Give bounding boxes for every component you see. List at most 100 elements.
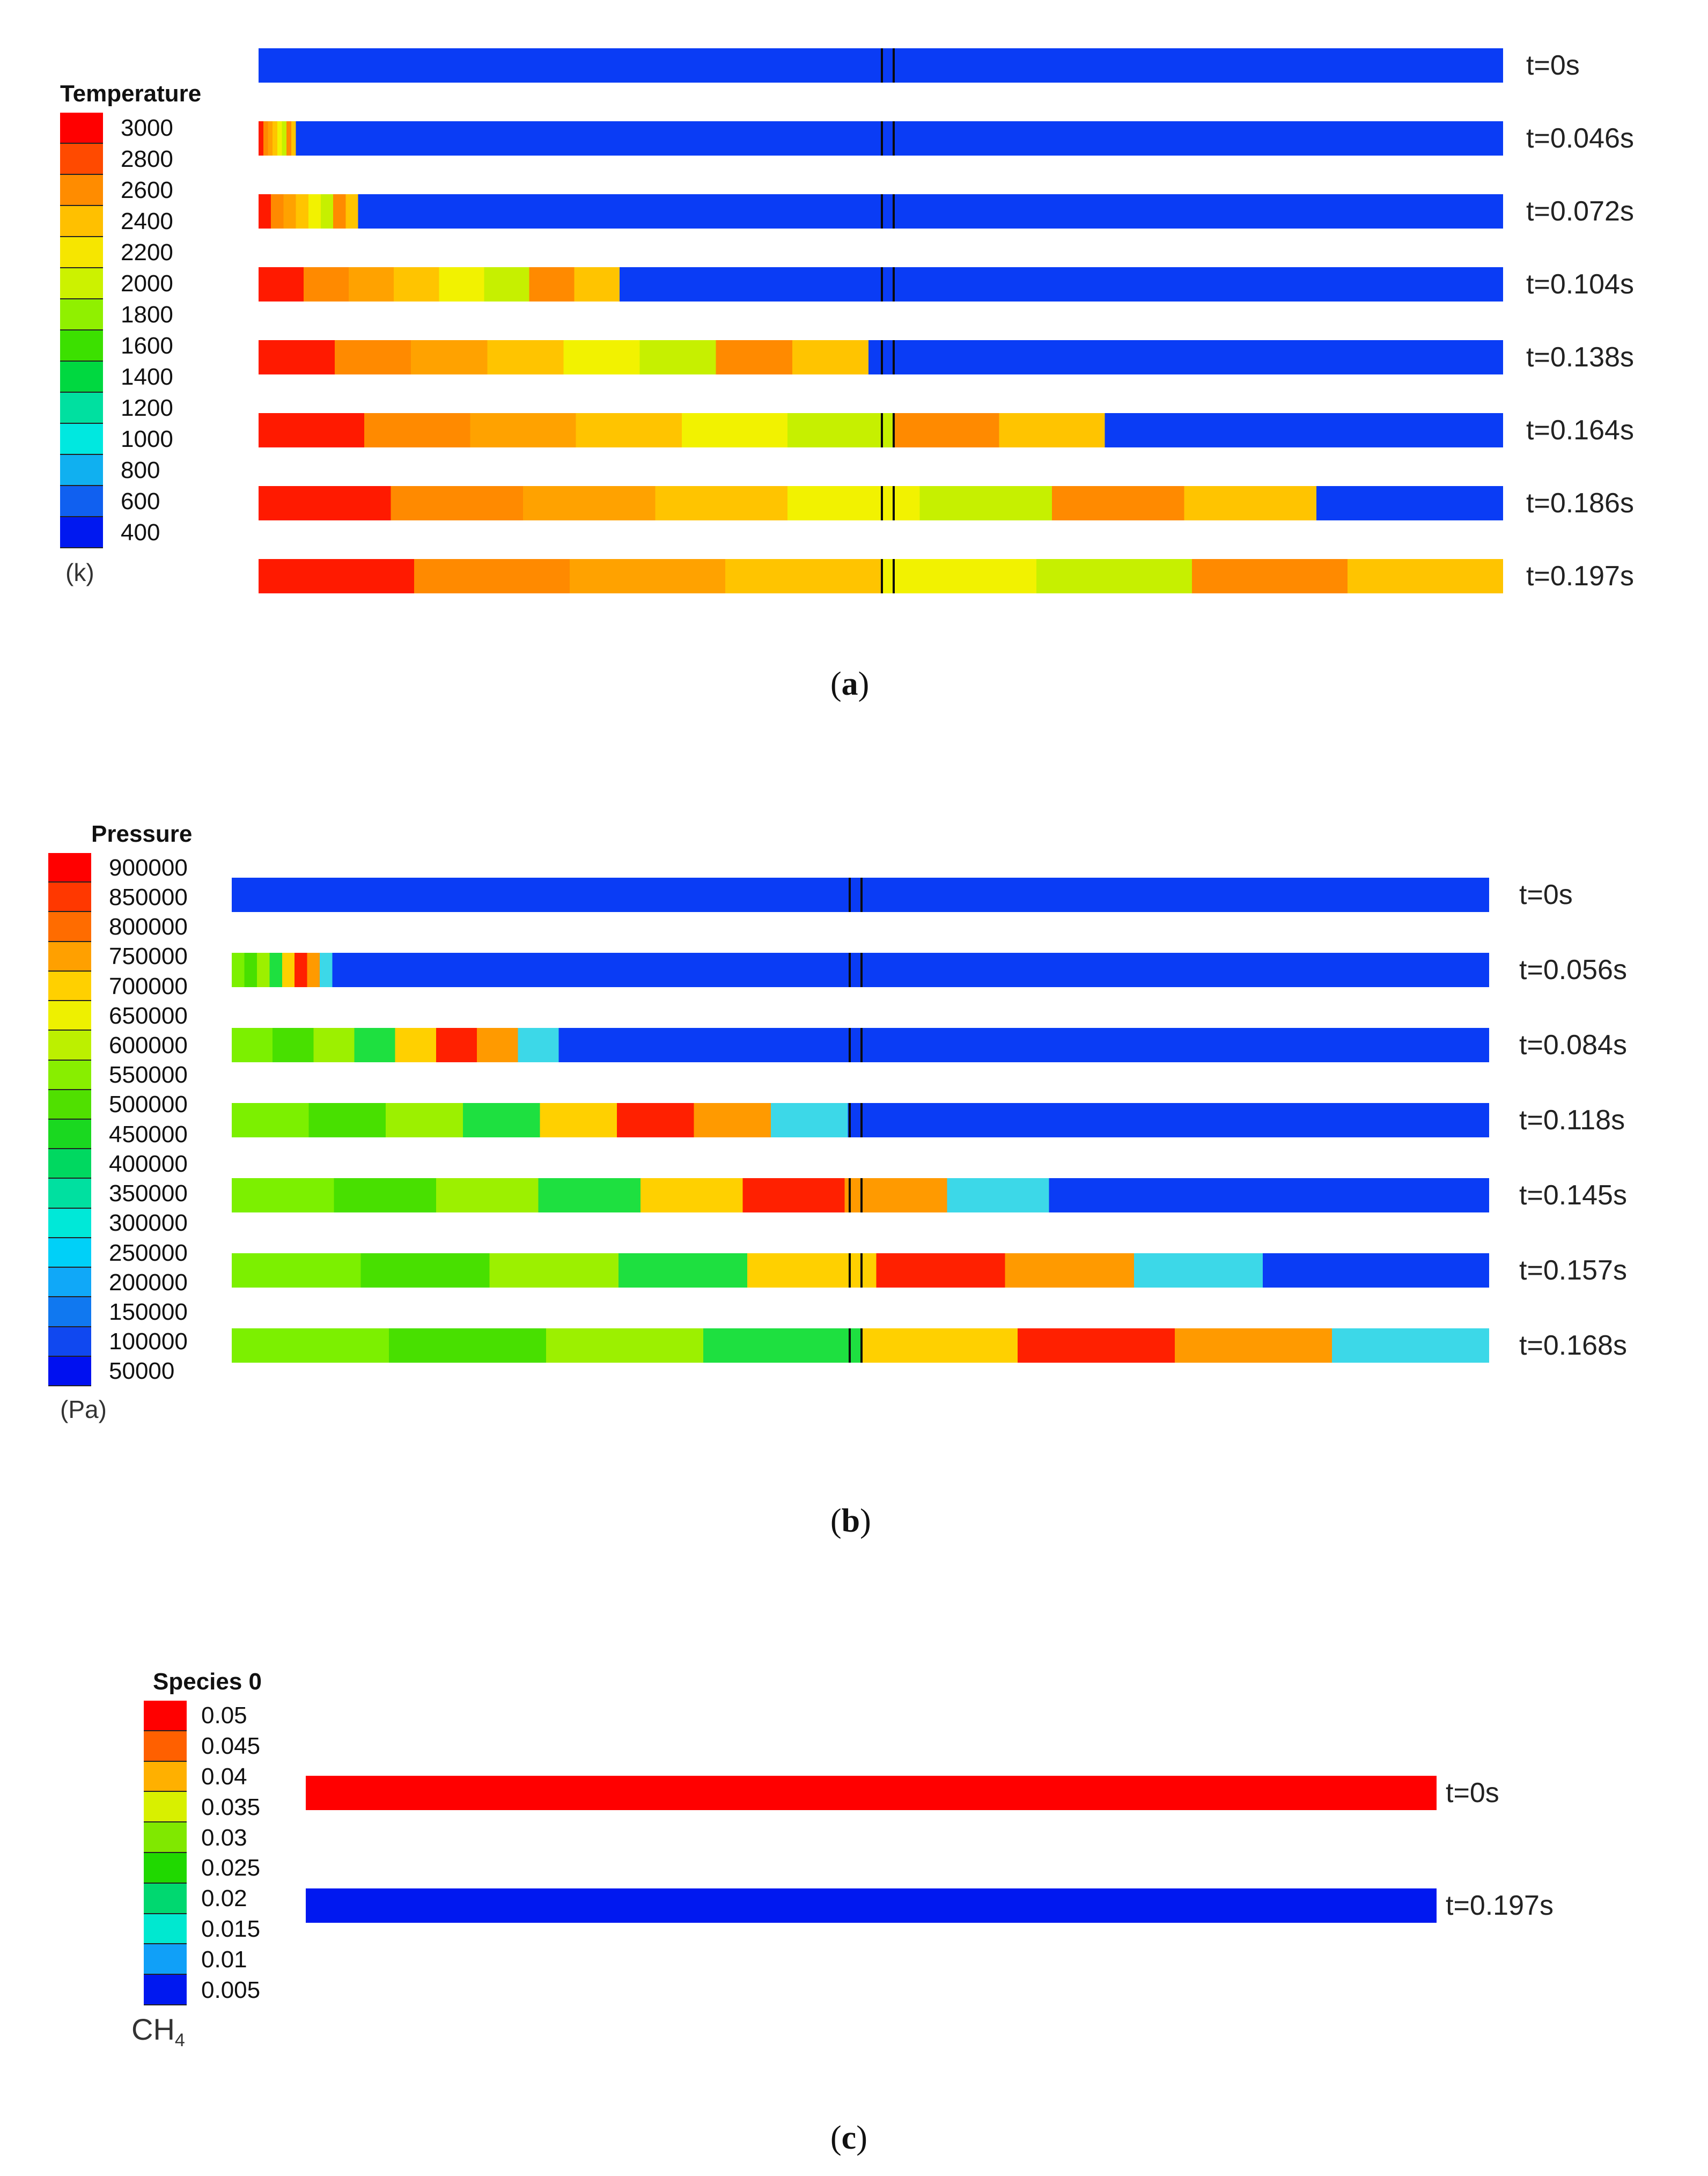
temperature-legend-label: 400	[121, 519, 160, 546]
mesh-partition-line	[860, 1178, 863, 1212]
temperature-legend-label: 1400	[121, 364, 173, 390]
pressure-time-label: t=0.084s	[1519, 1030, 1627, 1061]
pressure-legend-title: Pressure	[91, 821, 193, 847]
temperature-legend-swatch	[60, 455, 103, 486]
mesh-partition-line	[893, 559, 895, 593]
species-legend-label: 0.03	[201, 1824, 247, 1851]
temperature-time-label: t=0s	[1526, 50, 1580, 81]
temperature-time-label: t=0.186s	[1526, 488, 1634, 519]
pressure-legend-label: 400000	[109, 1150, 188, 1177]
temperature-legend-swatch	[60, 486, 103, 517]
pressure-legend-label: 900000	[109, 854, 188, 881]
pressure-legend-label: 700000	[109, 973, 188, 999]
temperature-time-label: t=0.197s	[1526, 561, 1634, 592]
pressure-time-label: t=0.157s	[1519, 1255, 1627, 1286]
species-legend-swatch	[144, 1822, 187, 1853]
pressure-legend-swatch	[48, 1208, 91, 1238]
temperature-legend-swatch	[60, 299, 103, 330]
temperature-legend-label: 2200	[121, 239, 173, 266]
pressure-legend-label: 200000	[109, 1269, 188, 1296]
mesh-partition-line	[849, 1328, 851, 1363]
temperature-time-label: t=0.072s	[1526, 196, 1634, 227]
species-legend-swatch	[144, 1914, 187, 1945]
pressure-legend-label: 50000	[109, 1358, 175, 1385]
temperature-legend-swatch	[60, 113, 103, 144]
species-colorbar	[144, 1701, 187, 2005]
pressure-legend-label: 750000	[109, 943, 188, 970]
mesh-partition-line	[860, 1028, 863, 1062]
temperature-time-label: t=0.046s	[1526, 123, 1634, 154]
pressure-legend-label: 450000	[109, 1121, 188, 1148]
mesh-partition-line	[849, 1253, 851, 1288]
temperature-legend-swatch	[60, 330, 103, 362]
temperature-legend-swatch	[60, 268, 103, 299]
mesh-partition-line	[881, 486, 883, 520]
species-contour-bar	[306, 1776, 1437, 1810]
mesh-partition-line	[893, 267, 895, 302]
pressure-legend-swatch	[48, 1090, 91, 1120]
species-legend-label: 0.05	[201, 1702, 247, 1729]
mesh-partition-line	[849, 878, 851, 912]
pressure-contour-bar	[232, 878, 1489, 912]
species-legend-swatch	[144, 1975, 187, 2005]
mesh-partition-line	[881, 340, 883, 374]
pressure-legend-swatch	[48, 883, 91, 913]
species-time-label: t=0s	[1446, 1777, 1499, 1809]
mesh-partition-line	[893, 48, 895, 83]
pressure-legend-label: 250000	[109, 1239, 188, 1266]
mesh-partition-line	[860, 1103, 863, 1137]
pressure-legend-label: 350000	[109, 1180, 188, 1207]
species-legend-label: 0.04	[201, 1763, 247, 1790]
species-unit-ch4: CH4	[131, 2012, 185, 2051]
temperature-legend-label: 1000	[121, 426, 173, 452]
mesh-partition-line	[849, 1028, 851, 1062]
species-legend-title: Species 0	[153, 1668, 262, 1695]
species-contour-bar	[306, 1888, 1437, 1923]
pressure-contour-bar	[232, 1028, 1489, 1062]
pressure-contour-bar	[232, 953, 1489, 987]
mesh-partition-line	[860, 953, 863, 987]
temperature-legend-swatch	[60, 175, 103, 206]
species-legend-swatch	[144, 1944, 187, 1975]
pressure-legend-label: 600000	[109, 1032, 188, 1058]
temperature-legend-swatch	[60, 362, 103, 393]
pressure-legend-label: 300000	[109, 1210, 188, 1237]
pressure-colorbar	[48, 853, 91, 1386]
temperature-time-label: t=0.138s	[1526, 342, 1634, 373]
mesh-partition-line	[849, 1178, 851, 1212]
temperature-legend-label: 800	[121, 457, 160, 483]
pressure-time-label: t=0s	[1519, 879, 1573, 910]
species-legend-swatch	[144, 1731, 187, 1762]
pressure-legend-label: 800000	[109, 914, 188, 940]
temperature-contour-bar	[259, 340, 1503, 374]
pressure-legend-swatch	[48, 1356, 91, 1386]
species-legend-label: 0.035	[201, 1793, 261, 1820]
pressure-legend-swatch	[48, 853, 91, 883]
panel-b-caption: (b)	[830, 1503, 871, 1539]
mesh-partition-line	[881, 559, 883, 593]
pressure-legend-label: 550000	[109, 1062, 188, 1089]
temperature-contour-bar	[259, 194, 1503, 229]
pressure-legend-swatch	[48, 1268, 91, 1298]
pressure-legend-swatch	[48, 1001, 91, 1031]
panel-a-caption: (a)	[830, 666, 870, 702]
temperature-legend-label: 2800	[121, 146, 173, 172]
temperature-legend-swatch	[60, 206, 103, 237]
species-time-label: t=0.197s	[1446, 1890, 1554, 1921]
panel-c-caption: (c)	[830, 2120, 867, 2156]
temperature-legend-label: 1800	[121, 302, 173, 328]
pressure-legend-label: 150000	[109, 1298, 188, 1325]
pressure-legend-swatch	[48, 1297, 91, 1327]
species-legend-label: 0.02	[201, 1885, 247, 1912]
pressure-unit: (Pa)	[60, 1395, 107, 1423]
mesh-partition-line	[893, 486, 895, 520]
pressure-contour-bar	[232, 1328, 1489, 1363]
mesh-partition-line	[860, 1253, 863, 1288]
pressure-contour-bar	[232, 1103, 1489, 1137]
pressure-legend-swatch	[48, 1149, 91, 1179]
pressure-legend-swatch	[48, 1327, 91, 1357]
species-legend-swatch	[144, 1853, 187, 1884]
temperature-legend-label: 1600	[121, 333, 173, 359]
pressure-legend-swatch	[48, 971, 91, 1002]
